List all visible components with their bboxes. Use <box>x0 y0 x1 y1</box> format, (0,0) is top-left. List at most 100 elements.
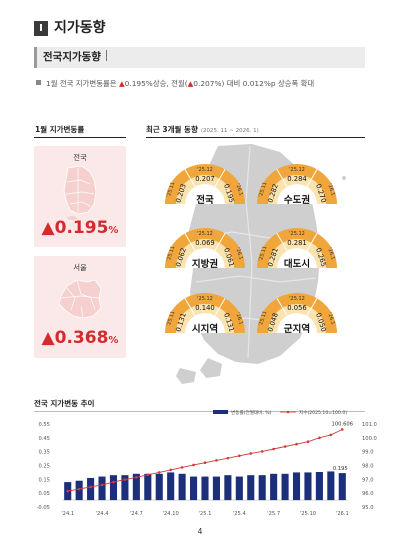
bar-'24.2 <box>75 480 83 501</box>
index-point-'24.10 <box>169 468 172 472</box>
gauge-separator <box>276 298 288 316</box>
index-point-'24.5 <box>112 480 115 484</box>
section-title: 지가동향 <box>54 20 106 36</box>
summary-text: 1월 전국 지가변동률은 ▲0.195%상승, 전월(▲0.207%) 대비 0… <box>36 78 314 89</box>
gauge-month-left: '25.11 <box>166 181 177 198</box>
index-point-'24.3 <box>89 485 92 489</box>
x-tick-label: '25.10 <box>300 511 316 517</box>
gauge-separator <box>184 233 196 251</box>
y-left-tick-label: -0.05 <box>37 505 50 511</box>
line-last-label: 100.606 <box>332 421 353 427</box>
bar-'25.11 <box>315 472 323 501</box>
gauge-separator <box>276 169 288 187</box>
index-point-'26.1 <box>340 428 344 431</box>
bar-'24.4 <box>98 476 106 501</box>
gauge-month-left: '25.11 <box>166 310 177 327</box>
gauge-inner-ring <box>176 239 234 268</box>
seoul-name: 서울 <box>73 263 87 272</box>
gauge-month-right: '26.1 <box>234 247 244 261</box>
gauge-center <box>277 248 317 268</box>
bar-'26.1 <box>338 473 346 501</box>
index-point-'24.6 <box>123 478 127 481</box>
subsection-title: 전국지가동향 <box>43 50 107 65</box>
gauge-month-top: '25.12 <box>197 231 213 237</box>
gauge-value-top: 0.281 <box>287 239 306 247</box>
gauge-month-left: '25.11 <box>258 181 269 198</box>
gauge-name: 시지역 <box>192 323 218 335</box>
x-tick-label: '24.10 <box>163 511 179 517</box>
gauge-month-top: '25.12 <box>289 296 305 302</box>
gauge-month-right: '26.1 <box>234 183 244 197</box>
index-point-'25.9 <box>295 442 298 446</box>
index-point-'24.12 <box>192 463 195 467</box>
index-point-'25.7 <box>272 447 275 451</box>
gauge-separator <box>214 169 226 187</box>
legend-line-marker <box>286 410 290 414</box>
index-point-'25.5 <box>249 452 253 455</box>
x-tick-label: '24.1 <box>61 511 74 517</box>
index-point-'24.11 <box>180 466 184 469</box>
y-left-tick-label: 0.45 <box>38 436 50 442</box>
gauge-center <box>185 313 225 333</box>
bar-'25.7 <box>270 473 278 501</box>
legend-line-label: 지수(2025.10=100.0) <box>299 409 347 416</box>
gauge-center <box>185 248 225 268</box>
legend-bar-swatch <box>213 410 228 414</box>
chart-title: 전국 지가변동 추이 <box>34 399 95 408</box>
gauge-inner-ring <box>176 175 234 204</box>
gauge-separator <box>214 233 226 251</box>
gauge-center <box>185 184 225 204</box>
divider <box>146 137 365 138</box>
bar-'25.5 <box>247 475 255 501</box>
index-point-'24.2 <box>77 487 81 491</box>
index-point-'25.1 <box>203 461 207 465</box>
index-point-'25.8 <box>283 445 287 448</box>
bar-'24.12 <box>190 476 198 501</box>
bar-'25.12 <box>327 471 335 501</box>
gauge-month-right: '26.1 <box>326 312 336 326</box>
bar-'25.4 <box>235 476 243 501</box>
index-point-'24.8 <box>146 473 150 477</box>
y-right-tick-label: 100.0 <box>362 436 377 442</box>
index-point-'25.3 <box>226 456 230 460</box>
bar-'24.9 <box>155 473 163 501</box>
gauge-value-top: 0.056 <box>287 304 306 312</box>
index-point-'24.7 <box>135 475 138 479</box>
bar-'24.11 <box>178 473 186 501</box>
bar-'25.9 <box>292 472 301 501</box>
index-point-'25.11 <box>318 436 321 440</box>
y-left-tick-label: 0.05 <box>38 491 50 497</box>
gauge-month-left: '25.11 <box>258 245 269 262</box>
index-point-'25.10 <box>306 440 310 444</box>
gauge-inner-ring <box>268 175 326 204</box>
nation-panel: 전국 ▲0.195% <box>34 146 126 247</box>
y-right-tick-label: 99.0 <box>362 450 374 456</box>
gauge-value-top: 0.207 <box>195 175 214 183</box>
bar-'24.7 <box>132 473 140 501</box>
page-number: 4 <box>197 527 203 536</box>
gauge-month-right: '26.1 <box>326 183 336 197</box>
subsection-bar <box>34 47 365 68</box>
y-right-tick-label: 101.0 <box>362 422 377 428</box>
y-left-tick-label: 0.25 <box>38 464 50 470</box>
x-tick-label: '25.7 <box>267 511 280 517</box>
x-tick-label: '24.7 <box>130 511 143 517</box>
bar-'25.6 <box>258 475 266 501</box>
gauge-separator <box>184 298 196 316</box>
bar-'25.2 <box>212 476 220 501</box>
y-left-tick-label: 0.55 <box>38 422 50 428</box>
gauge-inner-ring <box>268 304 326 333</box>
gauge-month-top: '25.12 <box>197 296 213 302</box>
gauge-separator <box>214 298 226 316</box>
seoul-map-icon <box>58 279 102 319</box>
gauge-value-top: 0.140 <box>195 304 214 312</box>
bullet-square-icon <box>36 80 41 85</box>
bar-'25.1 <box>201 476 209 501</box>
seoul-value: ▲0.368% <box>41 328 119 348</box>
gauge-name: 지방권 <box>192 258 218 270</box>
section-number-badge: I <box>34 21 48 36</box>
